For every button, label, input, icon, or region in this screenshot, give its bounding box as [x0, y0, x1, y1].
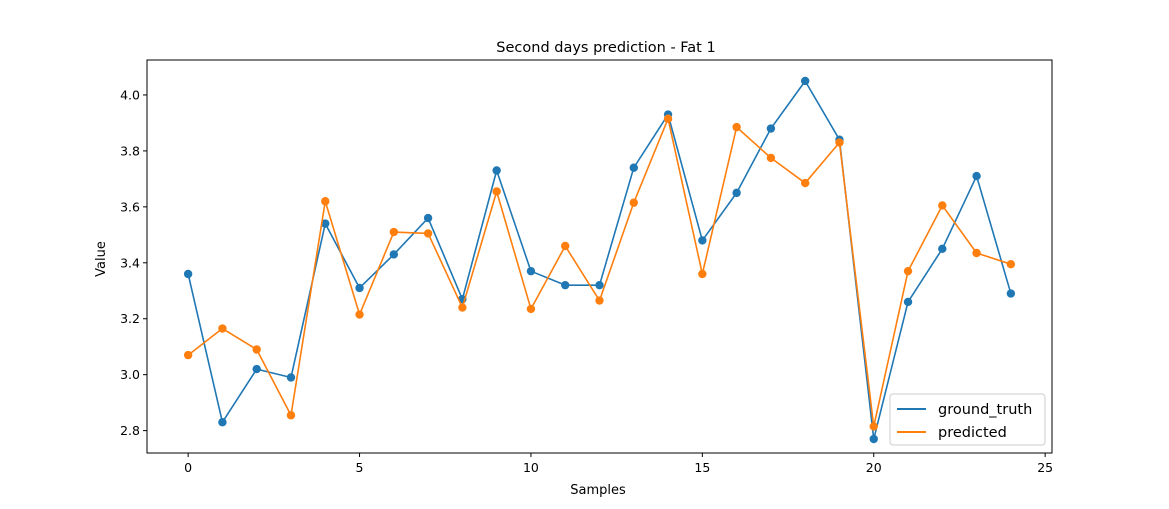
chart-title: Second days prediction - Fat 1 — [496, 40, 715, 56]
data-point-predicted — [629, 198, 638, 207]
data-point-ground-truth — [869, 434, 878, 444]
data-point-predicted — [663, 114, 673, 123]
data-point-predicted — [389, 227, 399, 237]
y-tick-label: 4.0 — [120, 87, 140, 102]
data-point-predicted — [183, 350, 193, 360]
data-point-predicted — [835, 138, 844, 147]
data-point-predicted — [800, 178, 810, 188]
y-tick-label: 3.2 — [120, 311, 140, 326]
x-tick-label: 10 — [523, 460, 539, 475]
x-tick-label: 20 — [866, 460, 882, 475]
data-point-ground-truth — [183, 269, 193, 279]
data-point-ground-truth — [561, 280, 570, 290]
data-point-ground-truth — [903, 297, 913, 307]
series-layer — [183, 76, 1016, 444]
data-point-predicted — [1006, 259, 1016, 269]
data-point-predicted — [869, 422, 878, 431]
data-point-predicted — [698, 269, 707, 279]
x-tick-label: 15 — [694, 460, 710, 475]
data-point-predicted — [252, 345, 261, 354]
data-point-ground-truth — [938, 244, 947, 254]
y-tick-label: 2.8 — [120, 423, 140, 438]
x-tick-label: 5 — [356, 460, 364, 475]
legend: ground_truth predicted — [889, 393, 1046, 446]
data-point-ground-truth — [355, 283, 364, 293]
data-point-ground-truth — [389, 250, 399, 259]
data-point-ground-truth — [321, 219, 330, 228]
data-point-predicted — [321, 197, 330, 206]
data-point-ground-truth — [766, 124, 776, 133]
data-point-predicted — [458, 303, 467, 312]
data-point-ground-truth — [629, 163, 638, 172]
y-axis: 2.8 3.0 3.2 3.4 3.6 3.8 4.0 — [120, 87, 147, 438]
data-point-predicted — [218, 324, 227, 333]
data-point-ground-truth — [218, 418, 227, 427]
data-point-predicted — [561, 241, 570, 251]
data-point-predicted — [526, 304, 536, 314]
data-point-ground-truth — [252, 364, 261, 374]
data-point-predicted — [423, 229, 433, 238]
x-tick-label: 25 — [1037, 460, 1053, 475]
data-point-predicted — [732, 122, 741, 132]
y-tick-label: 3.4 — [120, 255, 140, 270]
x-axis: 0 5 10 15 20 25 — [184, 453, 1053, 475]
data-point-predicted — [938, 201, 947, 210]
data-point-ground-truth — [526, 266, 536, 276]
legend-box — [889, 393, 1046, 446]
data-point-ground-truth — [286, 373, 296, 382]
data-point-predicted — [972, 248, 981, 258]
data-point-predicted — [595, 296, 604, 305]
data-point-ground-truth — [595, 280, 604, 290]
data-point-ground-truth — [972, 171, 981, 181]
y-axis-label: Value — [94, 241, 109, 277]
plot-frame — [146, 59, 1053, 454]
data-point-ground-truth — [732, 188, 741, 198]
data-point-predicted — [286, 411, 296, 420]
y-tick-label: 3.8 — [120, 143, 140, 158]
data-point-ground-truth — [492, 166, 501, 175]
data-point-ground-truth — [698, 236, 707, 245]
y-tick-label: 3.6 — [120, 199, 140, 214]
data-point-ground-truth — [423, 213, 433, 223]
data-point-predicted — [903, 266, 913, 276]
legend-label-predicted: predicted — [938, 425, 1007, 441]
data-point-predicted — [492, 187, 501, 196]
data-point-ground-truth — [800, 76, 810, 86]
x-axis-label: Samples — [570, 483, 626, 498]
data-point-ground-truth — [1006, 289, 1016, 298]
data-point-predicted — [766, 153, 776, 163]
data-point-predicted — [355, 310, 364, 319]
x-tick-label: 0 — [184, 460, 192, 475]
y-tick-label: 3.0 — [120, 367, 140, 382]
legend-label-ground-truth: ground_truth — [938, 402, 1032, 418]
